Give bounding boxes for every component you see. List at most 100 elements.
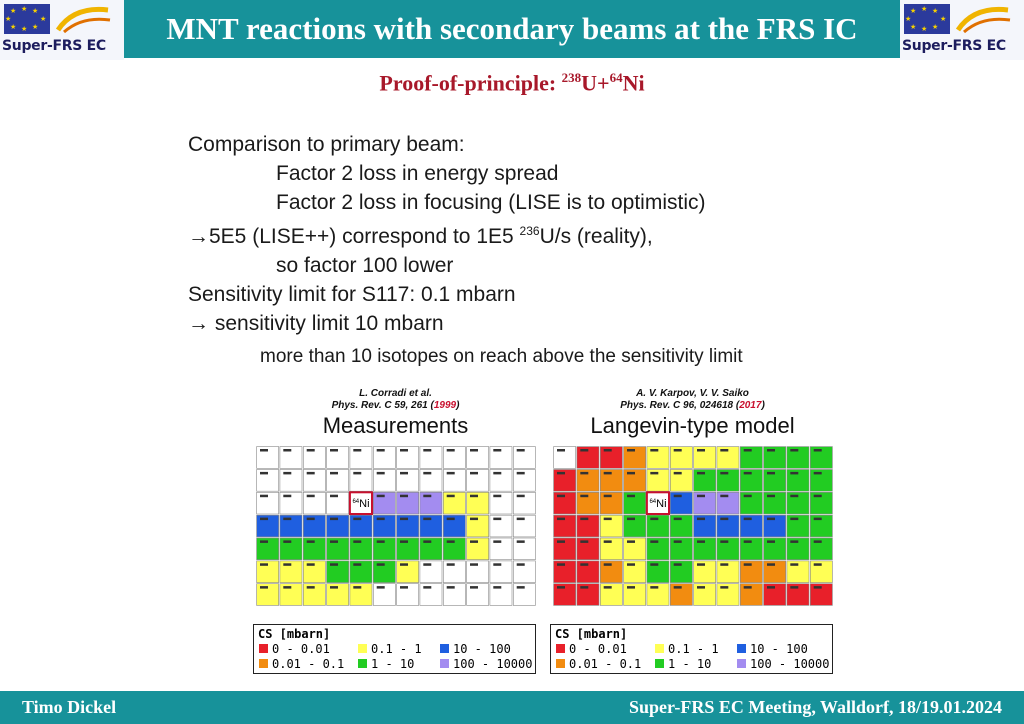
isotope-cell (740, 537, 763, 561)
isotope-cell (326, 446, 349, 469)
isotope-label-mark (376, 540, 385, 543)
isotope-cell (786, 491, 810, 515)
isotope-label-mark (720, 471, 729, 475)
isotope-cell (489, 469, 513, 492)
title-bar: MNT reactions with secondary beams at th… (124, 0, 900, 58)
isotope-label-mark (673, 449, 682, 452)
isotope-label-mark (470, 517, 478, 521)
isotope-label-mark (283, 517, 292, 521)
isotope-cell (693, 537, 717, 561)
isotope-label-mark (306, 586, 315, 589)
isotope-label-mark (353, 563, 362, 566)
isotope-cell (693, 491, 717, 515)
isotope-cell (512, 491, 536, 515)
isotope-cell (396, 469, 420, 492)
swirl-icon (955, 6, 1011, 34)
isotope-cell (326, 469, 349, 492)
isotope-label-mark (697, 494, 705, 498)
isotope-cell (419, 446, 443, 469)
isotope-cell (599, 560, 623, 583)
isotope-label-mark (516, 563, 525, 566)
isotope-label-mark (603, 586, 612, 589)
isotope-cell (326, 491, 349, 515)
logo-text: Super-FRS EC (2, 38, 106, 54)
isotope-cell (396, 446, 420, 469)
isotope-cell (489, 537, 513, 561)
legend-item: 10 - 100 (737, 642, 808, 656)
isotope-cell (716, 469, 740, 492)
isotope-cell (326, 537, 349, 561)
isotope-label-mark (557, 540, 565, 543)
eu-flag-icon: ★ ★ ★ ★ ★ ★ ★ ★ (4, 4, 50, 34)
isotope-label-mark (306, 517, 315, 521)
isotope-label-mark (767, 540, 775, 543)
isotope-cell (396, 537, 420, 561)
isotope-label-mark (516, 471, 525, 475)
body-text: Comparison to primary beam: Factor 2 los… (188, 130, 706, 338)
isotope-label-mark (650, 586, 659, 589)
isotope-label-mark (470, 494, 478, 498)
isotope-cell (809, 537, 833, 561)
isotope-label-mark (493, 449, 502, 452)
logo-text: Super-FRS EC (902, 38, 1006, 54)
isotope-label-mark (330, 471, 338, 475)
isotope-label-mark (743, 586, 752, 589)
legend-item: 1 - 10 (358, 657, 414, 671)
isotope-cell (763, 583, 787, 606)
isotope-cell (553, 560, 577, 583)
reference-journal: Phys. Rev. C 59, 261 (1999) (331, 400, 460, 411)
isotope-cell (693, 514, 717, 538)
isotope-label-mark (376, 563, 385, 566)
isotope-label-mark (813, 494, 822, 498)
isotope-label-mark (743, 494, 752, 498)
isotope-label-mark (697, 563, 705, 566)
isotope-label-mark (580, 449, 589, 452)
isotope-label-mark (720, 563, 729, 566)
isotope-cell (740, 560, 763, 583)
isotope-label-mark (557, 586, 565, 589)
isotope-label-mark (767, 449, 775, 452)
isotope-cell (786, 560, 810, 583)
isotope-label-mark (720, 517, 729, 521)
isotope-label-mark (790, 449, 799, 452)
isotope-label-mark (627, 540, 635, 543)
isotope-cell (466, 446, 490, 469)
isotope-label-mark (673, 563, 682, 566)
isotope-cell (349, 514, 373, 538)
isotope-cell (349, 560, 373, 583)
isotope-label-mark (376, 517, 385, 521)
isotope-cell (786, 583, 810, 606)
isotope-label-mark (470, 586, 478, 589)
isotope-label-mark (376, 449, 385, 452)
isotope-cell (373, 583, 396, 606)
isotope-label-mark (260, 540, 268, 543)
isotope-cell (443, 491, 466, 515)
isotope-cell (443, 469, 466, 492)
isotope-cell (740, 583, 763, 606)
isotope-label-mark (790, 586, 799, 589)
isotope-label-mark (376, 586, 385, 589)
isotope-label-mark (557, 517, 565, 521)
isotope-cell (646, 514, 670, 538)
isotope-cell (466, 537, 490, 561)
isotope-cell (716, 560, 740, 583)
text-line: → sensitivity limit 10 mbarn (188, 312, 444, 335)
panel-label: Measurements (322, 413, 469, 438)
footer: Timo Dickel Super-FRS EC Meeting, Walldo… (0, 691, 1024, 724)
isotope-cell (373, 491, 396, 515)
isotope-cell (623, 560, 646, 583)
isotope-cell (396, 583, 420, 606)
isotope-label-mark (650, 563, 659, 566)
isotope-label-mark (790, 471, 799, 475)
isotope-cell (646, 560, 670, 583)
isotope-cell (302, 469, 326, 492)
isotope-cell (326, 514, 349, 538)
isotope-label-mark (673, 494, 682, 498)
isotope-label-mark (580, 540, 589, 543)
isotope-cell (349, 583, 373, 606)
isotope-cell (553, 446, 577, 469)
isotope-cell (716, 446, 740, 469)
isotope-label-mark (720, 494, 729, 498)
isotope-cell (419, 491, 443, 515)
isotope-cell (396, 560, 420, 583)
